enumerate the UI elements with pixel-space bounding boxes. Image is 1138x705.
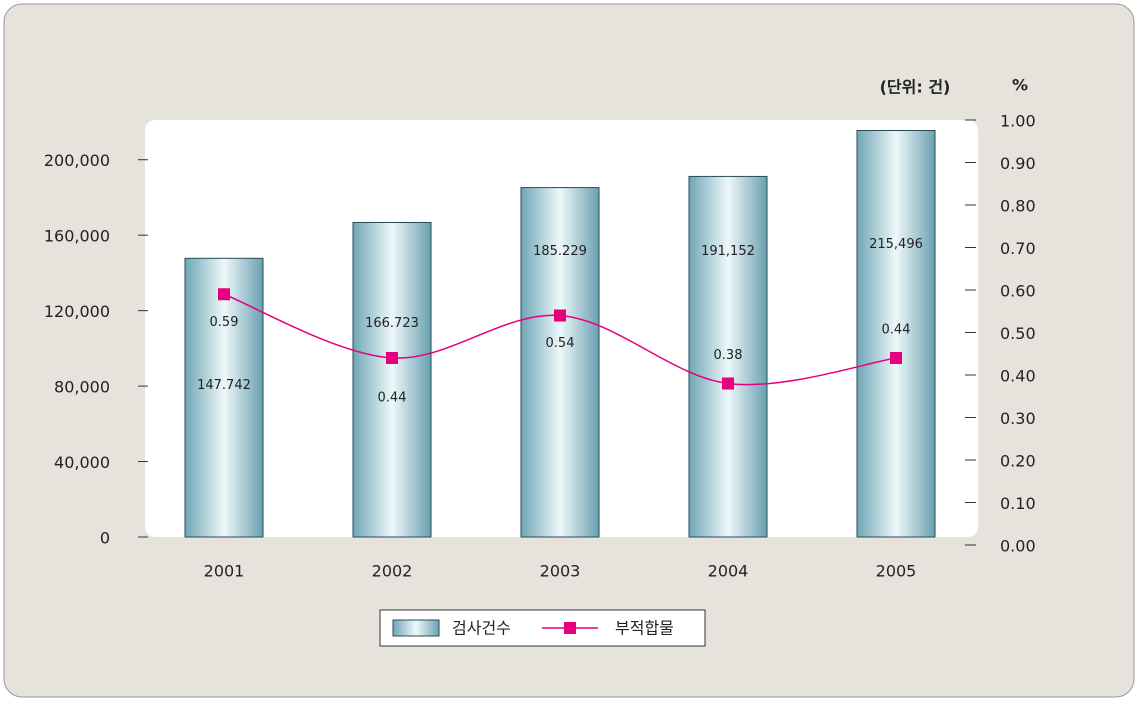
line-value-label: 0.44 <box>882 323 911 338</box>
bar-value-label: 166.723 <box>365 316 419 331</box>
legend-label: 부적합물 <box>615 619 674 638</box>
bar-value-label: 215,496 <box>869 237 923 252</box>
line-marker <box>554 309 566 322</box>
bar-value-label: 147.742 <box>197 378 251 393</box>
y-tick-label: 40,000 <box>54 453 110 472</box>
y2-tick-label: 0.60 <box>1000 282 1036 301</box>
bar-value-label: 191,152 <box>701 244 755 259</box>
bar-value-label: 185.229 <box>533 244 587 259</box>
line-marker <box>386 352 398 364</box>
y2-tick-label: 0.90 <box>1000 154 1036 173</box>
line-marker <box>722 377 734 390</box>
line-value-label: 0.59 <box>210 315 239 330</box>
y2-tick-label: 1.00 <box>1000 112 1036 131</box>
y2-tick-label: 0.30 <box>1000 409 1036 428</box>
line-marker <box>890 352 902 364</box>
legend-marker <box>564 622 576 634</box>
bar <box>520 187 600 538</box>
y2-tick-label: 0.10 <box>1000 494 1036 513</box>
x-tick-label: 2001 <box>204 562 245 581</box>
x-tick-label: 2004 <box>708 562 749 581</box>
y-tick-label: 80,000 <box>54 378 110 397</box>
y2-tick-label: 0.00 <box>1000 537 1036 556</box>
legend-swatch <box>392 619 440 637</box>
line-value-label: 0.54 <box>546 336 575 351</box>
y2-tick-label: 0.20 <box>1000 452 1036 471</box>
y2-tick-label: 0.70 <box>1000 239 1036 258</box>
y-tick-label: 0 <box>100 529 110 548</box>
y-tick-label: 200,000 <box>44 151 110 170</box>
line-marker <box>218 288 230 301</box>
line-value-label: 0.38 <box>714 348 743 363</box>
y2-tick-label: 0.80 <box>1000 197 1036 216</box>
y2-label: % <box>1012 76 1028 95</box>
bar <box>688 175 768 538</box>
y2-tick-label: 0.50 <box>1000 324 1036 343</box>
x-tick-label: 2002 <box>372 562 413 581</box>
line-value-label: 0.44 <box>378 391 407 406</box>
legend-label: 검사건수 <box>452 619 511 638</box>
y-tick-label: 160,000 <box>44 227 110 246</box>
y2-tick-label: 0.40 <box>1000 367 1036 386</box>
x-tick-label: 2005 <box>876 562 917 581</box>
x-tick-label: 2003 <box>540 562 581 581</box>
unit-label: (단위: 건) <box>880 78 951 97</box>
bar <box>184 257 264 538</box>
y-tick-label: 120,000 <box>44 302 110 321</box>
bar <box>352 221 432 538</box>
bar <box>856 129 936 538</box>
